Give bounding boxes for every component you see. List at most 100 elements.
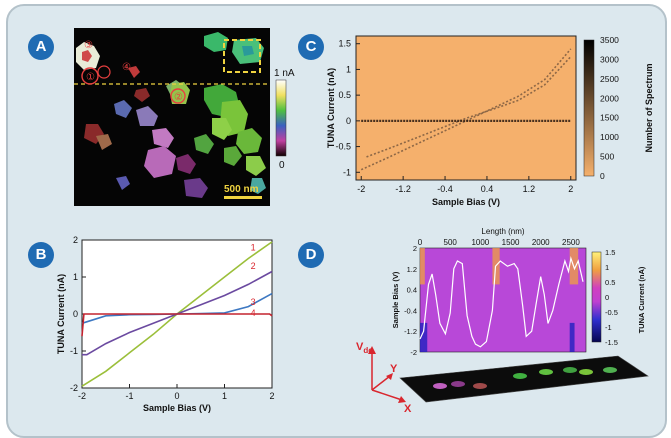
tilted-grain-8 [603,367,617,373]
panel-d-chart: Length (nm) 0 500 1000 1500 2000 2500 2 1.2 0.4 -0… [356,227,649,415]
series-line-4 [81,313,273,337]
tilted-grain-5 [563,367,577,373]
top-tick-label: 2500 [562,238,580,247]
colorbar-a [275,79,287,157]
zoom-box-marker [223,39,261,73]
profile-line [419,256,584,348]
y-axis-arrowhead [386,373,393,380]
marker-3: ③ [84,40,93,51]
x-tick-label: 2 [568,184,573,194]
marker-circle-4 [97,65,111,79]
panel-a-badge: A [28,34,54,60]
y-tick-label: 1 [73,272,78,282]
x-tick-label: 0 [174,391,179,401]
heatmap-area [355,35,577,181]
colorbar-label: Number of Spectrum [644,63,654,152]
x-axis-arrowhead [398,396,406,403]
z-axis-arrowhead [368,346,376,354]
colorbar-label: TUNA Current (nA) [637,266,646,333]
scale-bar-label: 500 nm [224,184,259,195]
heatmap-area [419,247,587,353]
y-axis-label: TUNA Current (nA) [326,68,336,148]
y-tick-label: -1 [70,346,78,356]
tilted-grain-2 [451,381,465,387]
colorbar-c [583,39,595,177]
panel-b-chart: -2 -1 0 1 2 -2 -1 0 1 2 Sample Bias (V) TUNA Curren… [56,235,275,413]
series-line-2 [82,270,273,356]
colorbar-d [591,251,602,343]
y-tick-label: -1.2 [404,327,417,336]
colorbar-tick-label: 1000 [600,132,619,142]
x-tick-label: -1.2 [395,184,411,194]
y-tick-label: 2 [413,244,417,253]
top-tick-label: 1500 [502,238,520,247]
marker-circle-1 [81,67,99,85]
y-tick-label: 0.5 [338,90,351,100]
cold-band-2 [569,322,575,352]
tilted-grain-1 [433,383,447,389]
top-tick-label: 0 [418,238,423,247]
y-axis-label: TUNA Current (nA) [56,274,66,354]
x-axis-name: X [404,403,412,415]
series-label-4: 4 [251,308,256,318]
colorbar-tick-label: -0.5 [605,308,618,317]
panel-c-badge: C [298,34,324,60]
y-tick-label: -2 [70,383,78,393]
top-axis-label: Length (nm) [481,227,524,236]
tilted-grain-3 [513,373,527,379]
x-tick-label: 2 [269,391,274,401]
y-tick-label: 0 [73,309,78,319]
colorbar-tick-label: 500 [600,152,614,162]
colorbar-tick-label: 2000 [600,93,619,103]
x-tick-label: -2 [78,391,86,401]
x-axis-arrow [371,389,403,401]
colorbar-tick-label: 3500 [600,35,619,45]
colorbar-tick-label: 0.5 [605,278,615,287]
tilted-grain-7 [473,383,487,389]
panel-a-map: ③ ① ④ ② 500 nm 1 nA 0 [74,28,295,206]
colorbar-tick-label: -1.5 [605,338,618,347]
series-label-1: 1 [251,242,256,252]
x-tick-label: 0.4 [481,184,494,194]
colorbar-tick-label: -1 [605,323,612,332]
top-tick-label: 1000 [471,238,489,247]
colorbar-tick-label: 0 [605,293,609,302]
z-axis-subscript: dc [363,346,373,355]
colorbar-tick-label: 1.5 [605,248,615,257]
series-label-3: 3 [251,297,256,307]
map-grains [76,32,266,198]
colorbar-a-top: 1 nA [274,68,295,79]
panel-b-badge: B [28,242,54,268]
top-tick-label: 500 [444,238,458,247]
cold-band-1 [420,322,428,352]
y-tick-label: 0.4 [407,286,417,295]
x-tick-label: -1 [125,391,133,401]
y-axis-label: Sample Bias (V) [391,271,400,328]
hot-band-1 [420,248,425,285]
x-tick-label: 1 [222,391,227,401]
tilted-map-base [399,355,649,403]
y-tick-label: 1 [346,64,351,74]
y-tick-label: 2 [73,235,78,245]
y-tick-label: -0.4 [404,306,417,315]
marker-4: ④ [122,62,131,73]
x-tick-label: -2 [357,184,365,194]
colorbar-tick-label: 0 [600,171,605,181]
marker-1: ① [86,72,95,83]
series-label-2: 2 [251,261,256,271]
colorbar-tick-label: 2500 [600,74,619,84]
y-axis-name: Y [390,363,398,375]
colorbar-a-bottom: 0 [279,160,285,171]
colorbar-tick-label: 1500 [600,113,619,123]
panel-d-badge: D [298,242,324,268]
y-axis-arrow [371,375,391,391]
marker-circle-2 [170,88,186,104]
y-tick-label: 0 [346,116,351,126]
marker-2: ② [174,92,183,103]
y-tick-label: 1.2 [407,265,417,274]
colorbar-tick-label: 3000 [600,54,619,64]
x-axis-label: Sample Bias (V) [143,403,211,413]
y-tick-label: -0.5 [335,142,351,152]
tilted-grain-6 [579,369,593,375]
tilted-grain-4 [539,369,553,375]
